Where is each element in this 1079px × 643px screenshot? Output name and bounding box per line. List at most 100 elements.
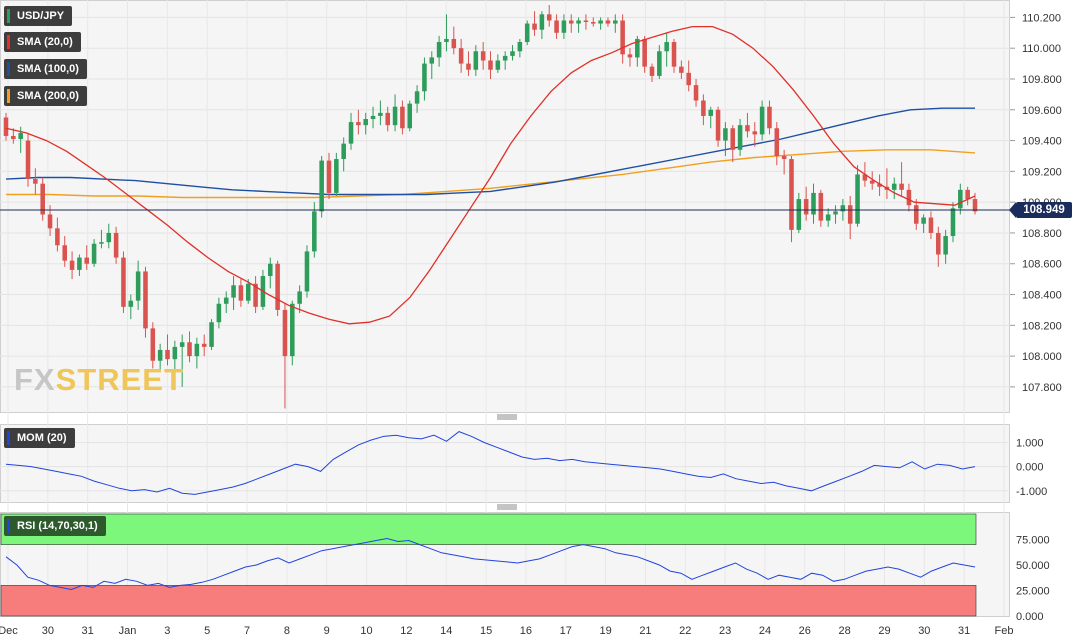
candle-body (267, 263, 273, 277)
candle-body (906, 189, 912, 206)
rsi-tick-label: 25.000 (1016, 586, 1050, 598)
candle-body (789, 159, 794, 230)
symbol-label: USD/JPY (17, 10, 65, 22)
candle-body (635, 38, 640, 58)
mom-line (5, 431, 976, 495)
time-tick-label: 30 (918, 625, 930, 637)
sma100-legend[interactable]: SMA (100,0) (4, 59, 87, 79)
time-tick-label: 31 (82, 625, 94, 637)
candle-body (796, 199, 802, 230)
mom-tick-label: -1.000 (1016, 486, 1047, 498)
mom-tick-label: 1.000 (1016, 437, 1044, 449)
candle-body (55, 228, 60, 246)
rsi-swatch (7, 519, 10, 533)
candle-body (363, 119, 368, 126)
sma200-label: SMA (200,0) (17, 90, 79, 102)
candle-body (473, 51, 479, 70)
price-tick-label: 107.800 (1022, 382, 1062, 394)
sma20-legend[interactable]: SMA (20,0) (4, 32, 81, 52)
candle-body (657, 51, 662, 76)
candle-body (223, 297, 229, 304)
candle-body (99, 242, 104, 244)
candle-body (165, 349, 170, 360)
candle-body (290, 303, 295, 357)
candle-body (818, 192, 824, 221)
candle-body (179, 342, 185, 347)
candle-body (378, 112, 383, 116)
candle-body (539, 14, 545, 30)
candle-body (752, 131, 758, 135)
candle-body (781, 155, 787, 160)
candle-body (216, 303, 222, 323)
candle-body (759, 106, 765, 135)
candle-body (568, 20, 574, 24)
current-price-badge: 108.949 (1009, 202, 1072, 218)
candle-body (414, 91, 420, 104)
candle-body (737, 125, 743, 150)
price-tick-label: 109.200 (1022, 166, 1062, 178)
time-tick-label: 29 (878, 625, 890, 637)
candle-body (304, 251, 310, 292)
candle-body (18, 132, 23, 140)
rsi-tick-label: 75.000 (1016, 535, 1050, 547)
rsi-legend[interactable]: RSI (14,70,30,1) (4, 516, 106, 536)
candle-body (862, 174, 868, 181)
price-tick-label: 110.000 (1022, 43, 1061, 55)
candle-body (855, 174, 860, 224)
candle-body (561, 20, 567, 33)
panel-2 (0, 424, 1010, 503)
candle-body (833, 211, 838, 215)
candle-body (275, 263, 280, 310)
candle-body (113, 232, 119, 258)
candle-body (69, 260, 75, 270)
candle-body (590, 22, 596, 24)
time-tick-label: 15 (480, 625, 492, 637)
candle-body (605, 20, 611, 24)
mom-label: MOM (20) (17, 432, 67, 444)
watermark-fx: FX (14, 362, 56, 397)
time-tick-label: 21 (639, 625, 651, 637)
candle-body (201, 343, 207, 347)
candle-body (774, 128, 780, 156)
candle-body (825, 214, 831, 221)
time-tick-label: 24 (759, 625, 771, 637)
candle-body (598, 20, 603, 24)
candle-body (693, 85, 699, 101)
candle-body (348, 122, 354, 144)
candle-body (319, 160, 324, 212)
time-tick-label: 17 (560, 625, 572, 637)
candle-body (958, 189, 963, 209)
sma200-swatch (7, 89, 10, 103)
candle-body (341, 143, 346, 160)
time-tick-label: 28 (839, 625, 851, 637)
candle-body (370, 115, 376, 120)
candle-body (458, 48, 464, 64)
candle-body (187, 342, 192, 357)
candle-body (121, 257, 126, 307)
time-tick-label: Feb (995, 625, 1014, 637)
candle-body (436, 42, 442, 58)
sma200-line (6, 149, 976, 199)
candle-body (972, 199, 978, 212)
time-tick-label: 26 (799, 625, 811, 637)
candle-body (392, 106, 398, 126)
candle-body (840, 205, 846, 212)
time-tick-label: 5 (204, 625, 210, 637)
candle-body (576, 20, 581, 24)
candle-body (33, 179, 38, 184)
price-tick-label: 108.800 (1022, 228, 1062, 240)
symbol-legend[interactable]: USD/JPY (4, 6, 73, 26)
price-tick-label: 108.600 (1022, 259, 1062, 271)
sma100-line (5, 107, 975, 196)
candle-body (950, 208, 956, 237)
mom-legend[interactable]: MOM (20) (4, 428, 75, 448)
sma200-legend[interactable]: SMA (200,0) (4, 86, 87, 106)
sma100-swatch (7, 62, 10, 76)
rsi-oversold-zone (0, 585, 977, 617)
candle-body (627, 54, 633, 58)
candle-body (253, 283, 258, 307)
candle-body (649, 66, 655, 76)
candle-body (25, 140, 31, 180)
candle-body (899, 183, 904, 190)
